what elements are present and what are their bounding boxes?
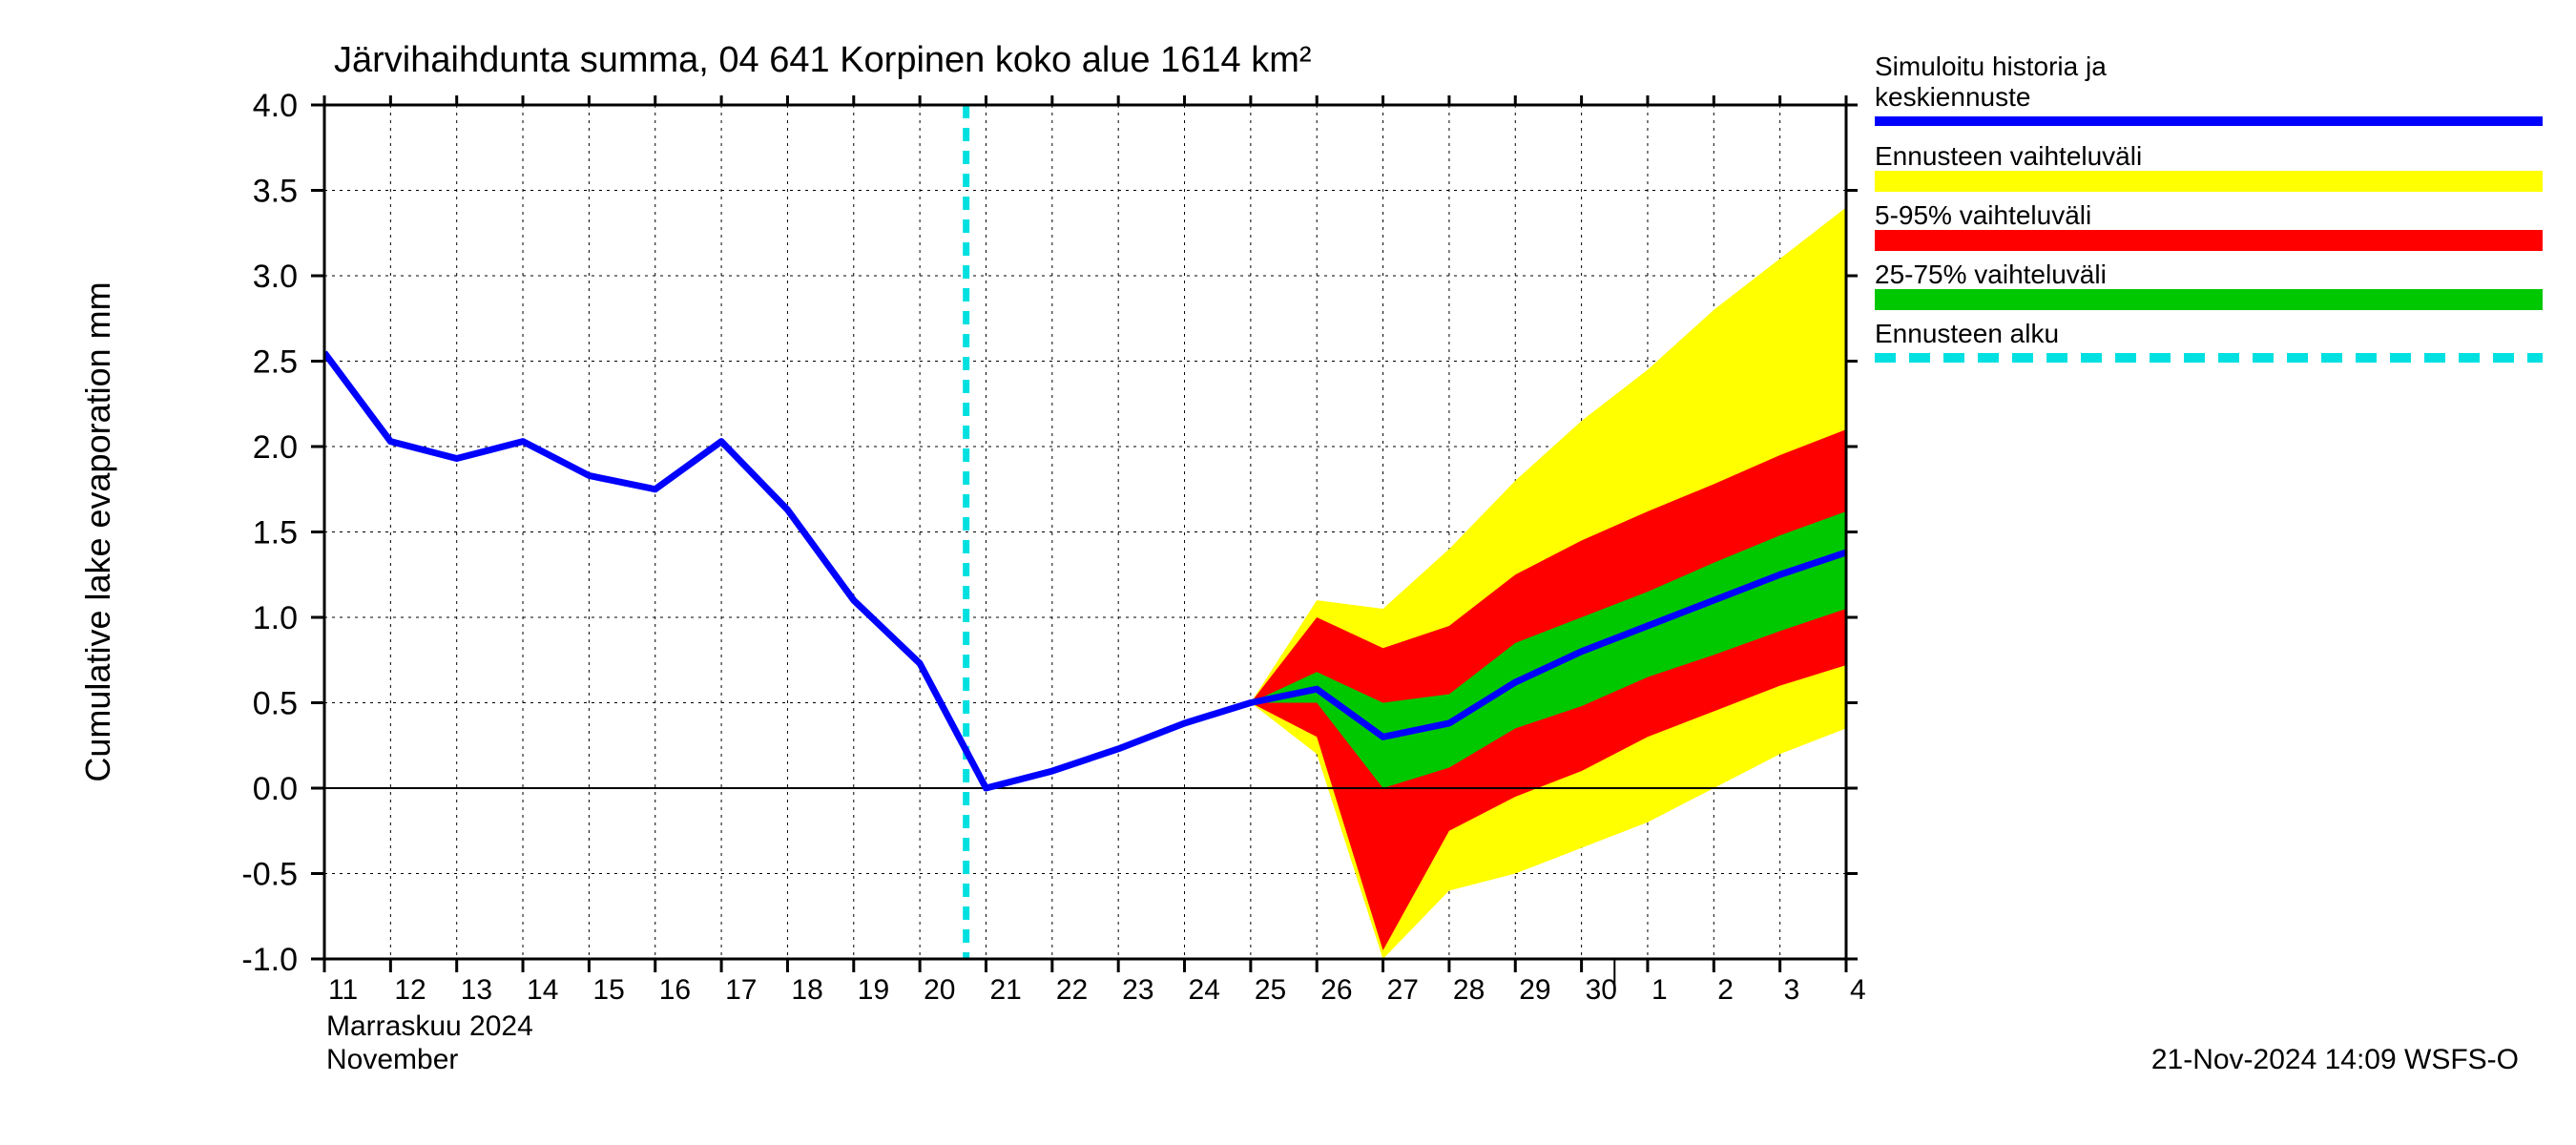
xtick-label: 12 [394, 974, 426, 1006]
xtick-label: 19 [858, 974, 889, 1006]
xtick-label: 2 [1717, 974, 1734, 1006]
legend-label: keskiennuste [1875, 82, 2030, 112]
legend-label: Simuloitu historia ja [1875, 52, 2107, 81]
xtick-label: 24 [1189, 974, 1220, 1006]
ytick-label: 3.5 [253, 174, 298, 210]
xtick-label: 29 [1519, 974, 1550, 1006]
legend-label: 25-75% vaihteluväli [1875, 260, 2107, 289]
legend-label: Ennusteen alku [1875, 319, 2059, 348]
xtick-label: 27 [1387, 974, 1419, 1006]
chart-title: Järvihaihdunta summa, 04 641 Korpinen ko… [334, 40, 1312, 80]
ytick-label: 2.0 [253, 429, 298, 466]
xtick-label: 18 [791, 974, 822, 1006]
ytick-label: 0.5 [253, 686, 298, 722]
ytick-label: 0.0 [253, 771, 298, 807]
xtick-label: 11 [328, 974, 358, 1006]
legend-label: Ennusteen vaihteluväli [1875, 141, 2142, 171]
ytick-label: 1.5 [253, 515, 298, 552]
xtick-label: 17 [725, 974, 757, 1006]
xtick-label: 15 [592, 974, 624, 1006]
legend-swatch-band [1875, 171, 2543, 192]
xtick-label: 13 [461, 974, 492, 1006]
xtick-label: 23 [1122, 974, 1153, 1006]
ytick-label: 3.0 [253, 259, 298, 295]
x-month-1: Marraskuu 2024 [326, 1010, 533, 1042]
xtick-label: 1 [1652, 974, 1668, 1006]
x-month-2: November [326, 1044, 458, 1075]
ytick-label: 4.0 [253, 88, 298, 124]
ytick-label: 2.5 [253, 344, 298, 381]
legend-swatch-band [1875, 230, 2543, 251]
xtick-label: 14 [527, 974, 558, 1006]
xtick-label: 25 [1255, 974, 1286, 1006]
xtick-label: 22 [1056, 974, 1088, 1006]
xtick-label: 30 [1586, 974, 1617, 1006]
y-axis-label: Cumulative lake evaporation mm [78, 281, 117, 781]
xtick-label: 16 [659, 974, 691, 1006]
xtick-label: 20 [924, 974, 955, 1006]
ytick-label: 1.0 [253, 600, 298, 636]
xtick-label: 26 [1320, 974, 1352, 1006]
xtick-label: 3 [1784, 974, 1800, 1006]
legend-label: 5-95% vaihteluväli [1875, 200, 2091, 230]
xtick-label: 4 [1850, 974, 1866, 1006]
ytick-label: -0.5 [241, 857, 298, 893]
xtick-label: 21 [989, 974, 1021, 1006]
ytick-label: -1.0 [241, 942, 298, 978]
footer-timestamp: 21-Nov-2024 14:09 WSFS-O [2151, 1044, 2519, 1075]
legend-swatch-band [1875, 289, 2543, 310]
xtick-label: 28 [1453, 974, 1485, 1006]
